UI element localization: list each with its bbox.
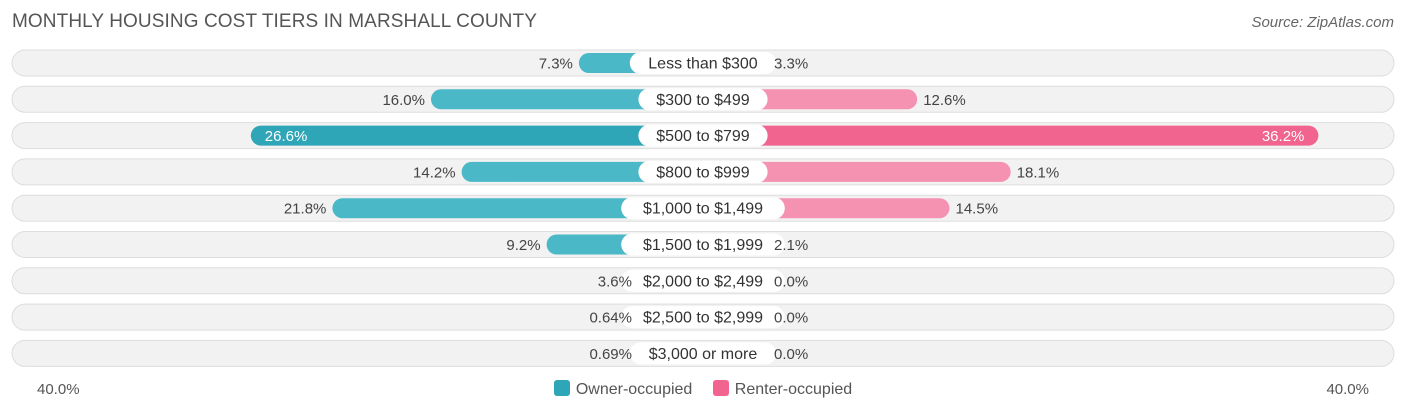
axis-left-label: 40.0% [37,381,80,398]
category-pill [621,197,785,220]
owner-value-label: 9.2% [506,237,540,254]
category-pill [621,269,785,292]
owner-bar [250,125,704,146]
axis-right-label: 40.0% [1326,381,1369,398]
legend-label-renter: Renter-occupied [734,381,853,398]
owner-value-label: 16.0% [382,92,425,109]
chart-title: MONTHLY HOUSING COST TIERS IN MARSHALL C… [12,11,537,32]
category-pill [621,306,785,329]
chart-legend: Owner-occupied Renter-occupied [0,380,1406,399]
legend-item-renter: Renter-occupied [712,380,853,399]
owner-bar [431,89,703,110]
renter-value-label: 0.0% [774,273,808,290]
category-label: $2,000 to $2,499 [643,273,763,290]
owner-bar [332,198,703,219]
renter-bar [703,161,1011,182]
legend-label-owner: Owner-occupied [575,381,693,398]
category-pill [621,233,785,256]
renter-value-label: 14.5% [956,201,999,218]
renter-value-label: 3.3% [774,56,808,73]
chart-source: Source: ZipAtlas.com [1251,14,1394,31]
category-pill [638,124,768,147]
renter-value-label: 12.6% [923,92,966,109]
category-pill [638,88,768,111]
category-label: $300 to $499 [656,92,750,109]
owner-value-label: 26.6% [265,128,308,145]
renter-value-label: 18.1% [1017,164,1060,181]
category-label: Less than $300 [648,56,758,73]
owner-value-label: 7.3% [539,56,573,73]
renter-bar [703,125,1319,146]
owner-value-label: 0.69% [589,346,632,363]
category-label: $1,000 to $1,499 [643,201,763,218]
owner-value-label: 0.64% [589,310,632,327]
category-pill [629,342,777,365]
renter-value-label: 2.1% [774,237,808,254]
category-label: $800 to $999 [656,164,750,181]
category-pill [638,160,768,183]
owner-value-label: 14.2% [413,164,456,181]
renter-value-label: 0.0% [774,310,808,327]
category-pill [629,52,777,74]
renter-value-label: 36.2% [1262,128,1305,145]
category-label: $500 to $799 [656,128,750,145]
category-label: $1,500 to $1,999 [643,237,763,254]
category-label: $2,500 to $2,999 [643,310,763,327]
owner-value-label: 3.6% [598,273,632,290]
legend-swatch-renter [712,380,729,396]
category-label: $3,000 or more [649,346,758,363]
legend-item-owner: Owner-occupied [553,380,693,399]
owner-value-label: 21.8% [284,201,327,218]
renter-value-label: 0.0% [774,346,808,363]
legend-swatch-owner [553,380,570,396]
